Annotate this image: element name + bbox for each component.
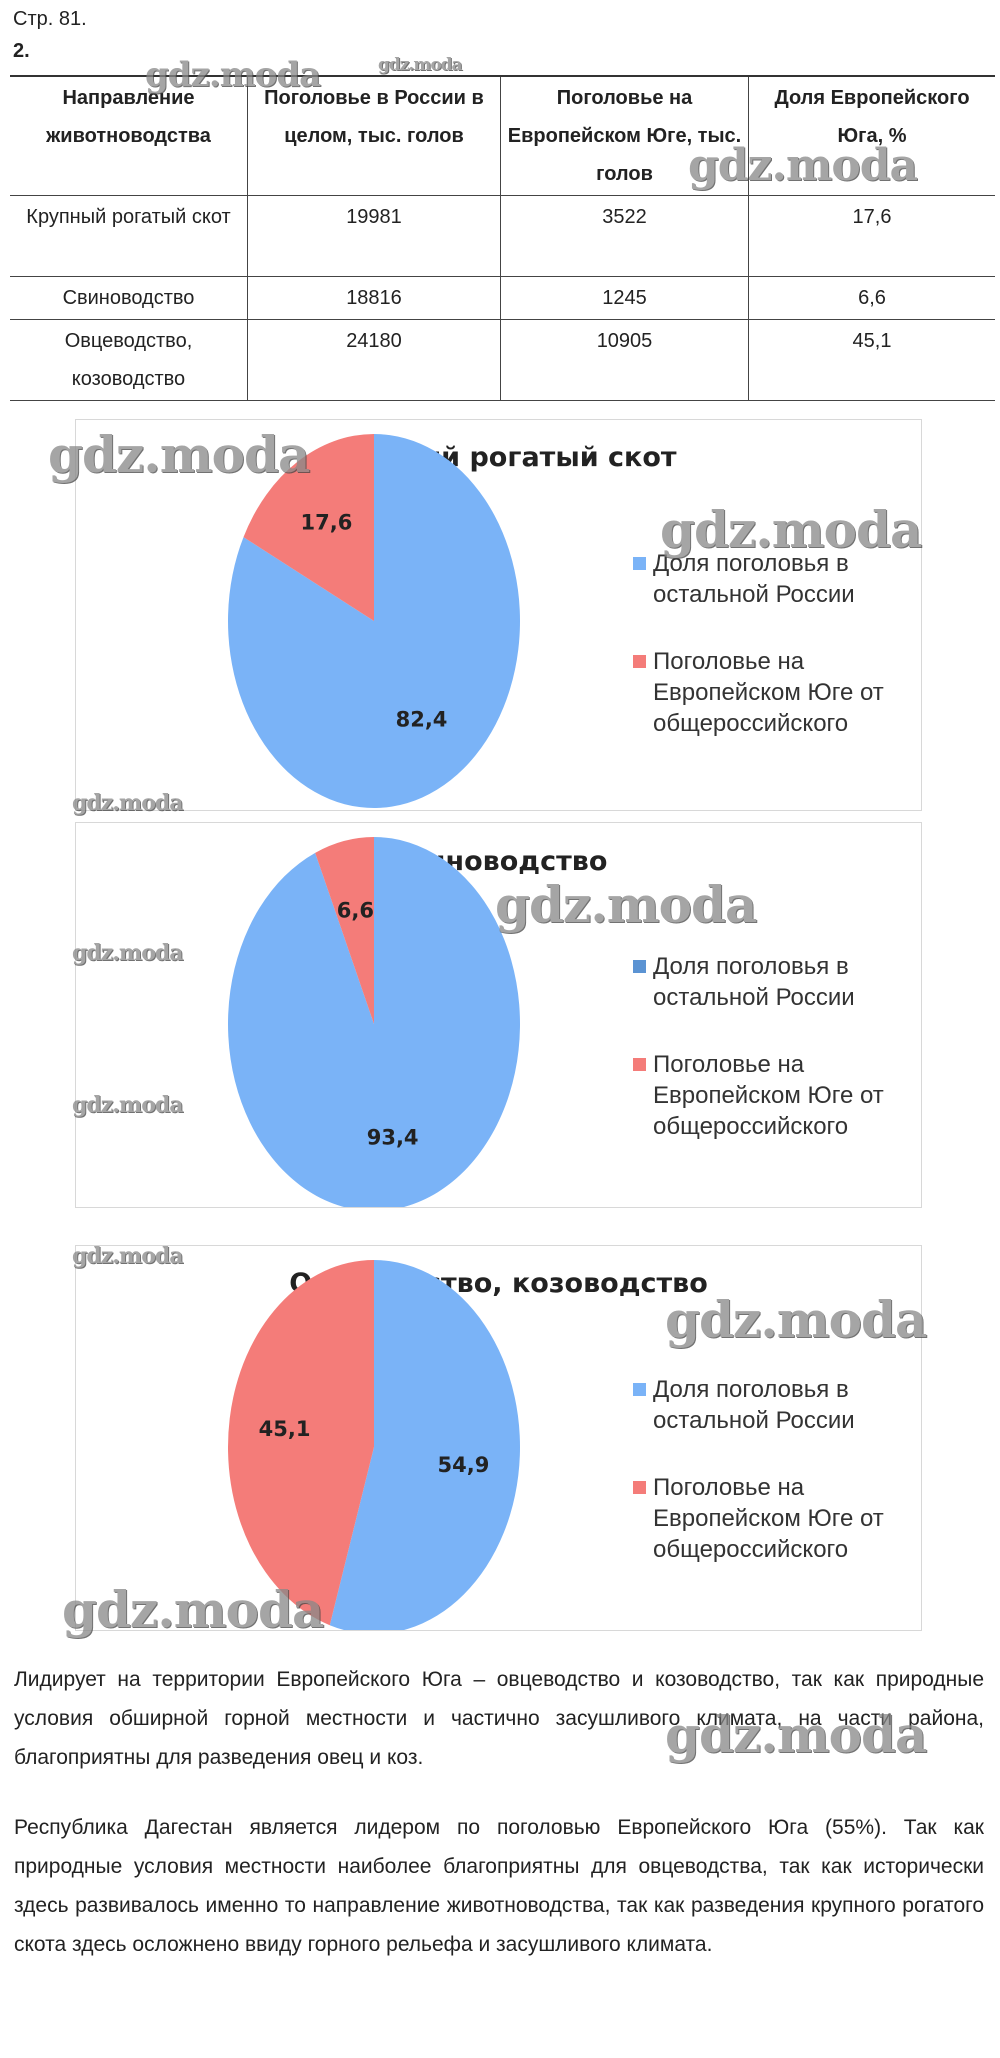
table-cell: 3522 [500,195,749,277]
page-reference: Стр. 81. [13,8,87,30]
legend-label: Поголовье на Европейском Юге от общеросс… [653,1474,884,1563]
livestock-table: Направление животноводства Поголовье в Р… [10,75,995,401]
column-header: Поголовье на Европейском Юге, тыс. голов [500,76,749,196]
legend-item: Поголовье на Европейском Юге от общеросс… [631,646,921,739]
legend-item: Поголовье на Европейском Юге от общеросс… [631,1049,921,1142]
data-label: 93,4 [367,1125,419,1149]
table-cell: 6,6 [748,276,995,320]
pie-slice [228,1260,374,1626]
table-cell: 19981 [247,195,501,277]
table-cell: 18816 [247,276,501,320]
column-header: Поголовье в России в целом, тыс. голов [247,76,501,196]
pie-chart: 54,9 45,1 [228,1260,520,1630]
column-header: Доля Европейского Юга, % [748,76,995,196]
legend-swatch [633,557,646,570]
legend-label: Доля поголовья в остальной России [653,550,855,608]
legend-swatch [633,1383,646,1396]
watermark: gdz.moda [665,1705,927,1764]
data-label: 54,9 [438,1453,490,1477]
legend-item: Поголовье на Европейском Юге от общеросс… [631,1472,921,1565]
legend-swatch [633,1481,646,1494]
pie-chart: 82,4 17,6 [228,434,520,808]
table-cell: Крупный рогатый скот [10,195,248,277]
legend: Доля поголовья в остальной России Поголо… [631,1374,921,1601]
data-label: 45,1 [259,1417,311,1441]
watermark: gdz.moda [688,140,918,191]
pie-chart: 93,4 6,6 [228,837,520,1207]
watermark: gdz.moda [145,55,321,95]
table-row: Свиноводство 18816 1245 6,6 [10,276,995,320]
chart-pigs: Свиноводство 93,4 6,6 Доля поголовья в ос… [75,822,922,1208]
watermark: gdz.moda [660,500,922,559]
table-cell: 45,1 [748,319,995,401]
dagestan-paragraph: Республика Дагестан является лидером по … [14,1816,984,1956]
data-label: 6,6 [337,899,374,923]
table-row: Овцеводство, козоводство 24180 10905 45,1 [10,319,995,401]
watermark: gdz.moda [378,55,463,75]
legend-swatch [633,1058,646,1071]
watermark: gdz.moda [48,425,310,484]
legend-swatch [633,655,646,668]
legend-label: Поголовье на Европейском Юге от общеросс… [653,1051,884,1140]
watermark: gdz.moda [72,1092,184,1118]
pie-slice [315,837,374,1024]
pie-slice [228,837,520,1207]
watermark: gdz.moda [72,1243,184,1269]
pie-slice [243,434,374,621]
chart-cattle: Крупный рогатый скот 82,4 17,6 Доля погол… [75,419,922,811]
column-header: Направление животноводства [10,76,248,196]
table-row: Крупный рогатый скот 19981 3522 17,6 [10,195,995,277]
legend-item: Доля поголовья в остальной России [631,951,921,1013]
legend-label: Поголовье на Европейском Юге от общеросс… [653,648,884,737]
watermark: gdz.moda [62,1580,324,1639]
watermark: gdz.moda [72,940,184,966]
table-cell: 1245 [500,276,749,320]
data-label: 17,6 [301,510,353,534]
legend-label: Доля поголовья в остальной России [653,1376,855,1434]
watermark: gdz.moda [72,790,184,816]
table-cell: 24180 [247,319,501,401]
table-cell: Овцеводство, козоводство [10,319,248,401]
table-cell: Свиноводство [10,276,248,320]
legend-item: Доля поголовья в остальной России [631,1374,921,1436]
legend-label: Доля поголовья в остальной России [653,953,855,1011]
table-header-row: Направление животноводства Поголовье в Р… [10,76,995,196]
table-cell: 17,6 [748,195,995,277]
watermark: gdz.moda [495,875,757,934]
pie-slice [329,1260,520,1630]
conclusion-paragraph: Лидирует на территории Европейского Юга … [14,1668,984,1769]
legend: Доля поголовья в остальной России Поголо… [631,951,921,1178]
watermark: gdz.moda [665,1290,927,1349]
data-label: 82,4 [396,708,448,732]
legend-item: Доля поголовья в остальной России [631,548,921,610]
table-cell: 10905 [500,319,749,401]
legend-swatch [633,960,646,973]
legend: Доля поголовья в остальной России Поголо… [631,548,921,775]
task-number: 2. [13,40,30,62]
chart-sheep-goats: Овцеводство, козоводство 54,9 45,1 Доля п… [75,1245,922,1631]
